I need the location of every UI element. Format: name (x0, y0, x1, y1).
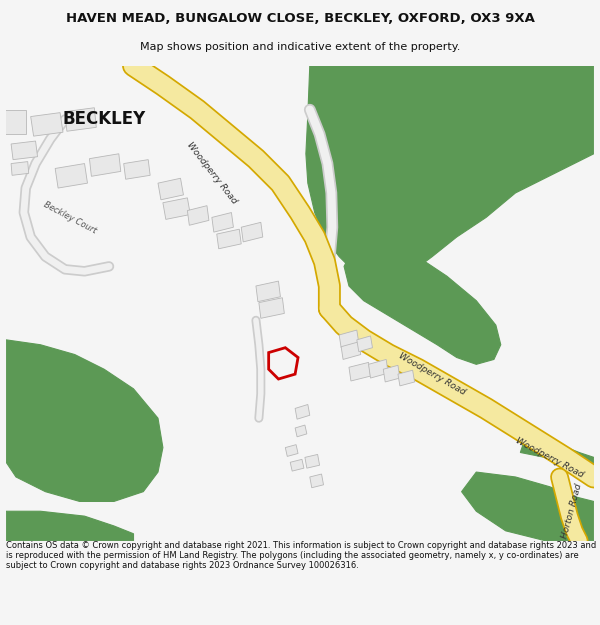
Polygon shape (383, 366, 400, 382)
Polygon shape (55, 164, 88, 188)
Polygon shape (212, 213, 233, 232)
Polygon shape (368, 359, 388, 378)
Polygon shape (11, 162, 29, 176)
Text: Woodperry Road: Woodperry Road (514, 436, 585, 479)
Polygon shape (158, 178, 184, 200)
Polygon shape (241, 222, 263, 242)
Text: Horton Road: Horton Road (560, 482, 584, 540)
Polygon shape (295, 404, 310, 419)
Polygon shape (286, 444, 298, 456)
Polygon shape (89, 154, 121, 176)
Polygon shape (259, 298, 284, 318)
Text: HAVEN MEAD, BUNGALOW CLOSE, BECKLEY, OXFORD, OX3 9XA: HAVEN MEAD, BUNGALOW CLOSE, BECKLEY, OXF… (65, 12, 535, 25)
Polygon shape (6, 340, 163, 501)
Polygon shape (0, 110, 26, 134)
Polygon shape (65, 107, 96, 131)
Text: Woodperry Road: Woodperry Road (397, 351, 467, 397)
Polygon shape (217, 229, 241, 249)
Polygon shape (310, 474, 323, 488)
Polygon shape (305, 454, 320, 468)
Polygon shape (520, 438, 594, 472)
Polygon shape (31, 112, 63, 136)
Polygon shape (306, 66, 594, 296)
Text: Contains OS data © Crown copyright and database right 2021. This information is : Contains OS data © Crown copyright and d… (6, 541, 596, 571)
Polygon shape (6, 511, 134, 541)
Polygon shape (461, 472, 594, 541)
Polygon shape (344, 247, 501, 364)
Text: Woodperry Road: Woodperry Road (185, 141, 239, 206)
Polygon shape (295, 425, 307, 437)
Polygon shape (163, 198, 190, 219)
Polygon shape (398, 370, 415, 386)
Polygon shape (256, 281, 280, 302)
Polygon shape (339, 330, 359, 348)
Polygon shape (11, 141, 38, 159)
Polygon shape (341, 342, 361, 359)
Polygon shape (357, 336, 373, 352)
Polygon shape (124, 159, 150, 179)
Polygon shape (187, 206, 209, 225)
Polygon shape (349, 362, 371, 381)
Polygon shape (290, 459, 304, 471)
Text: BECKLEY: BECKLEY (62, 111, 146, 129)
Text: Beckley Court: Beckley Court (42, 200, 98, 235)
Text: Map shows position and indicative extent of the property.: Map shows position and indicative extent… (140, 42, 460, 52)
